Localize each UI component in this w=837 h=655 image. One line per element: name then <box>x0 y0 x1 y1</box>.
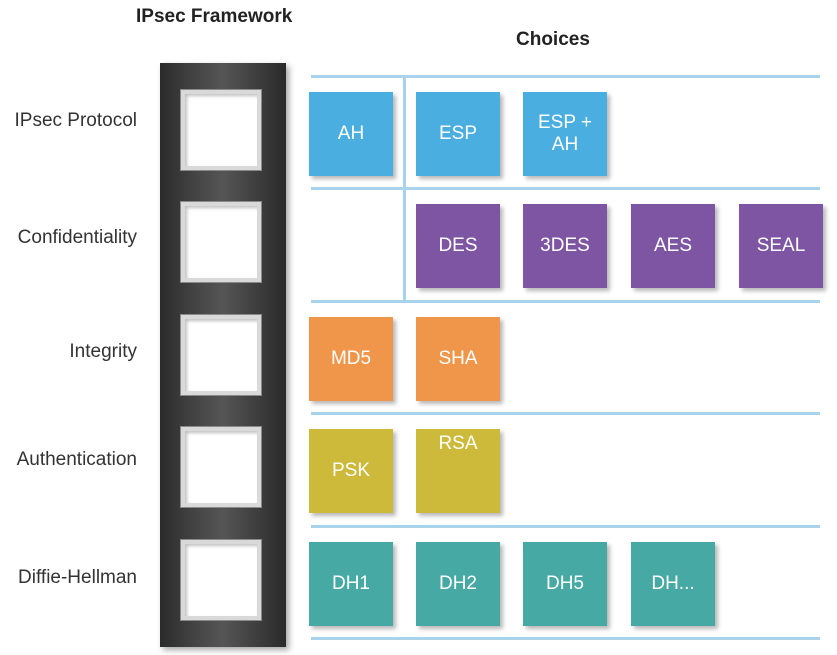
slot-confidentiality[interactable] <box>181 202 261 282</box>
choice-dh2[interactable]: DH2 <box>416 542 500 626</box>
guide-line <box>311 300 820 303</box>
choice-seal[interactable]: SEAL <box>739 204 823 288</box>
choice-ah[interactable]: AH <box>309 92 393 176</box>
choice-dh1[interactable]: DH1 <box>309 542 393 626</box>
choice-3des[interactable]: 3DES <box>523 204 607 288</box>
choice-dh5[interactable]: DH5 <box>523 542 607 626</box>
row-label-authentication: Authentication <box>16 449 137 470</box>
slot-integrity[interactable] <box>181 315 261 395</box>
choices-heading: Choices <box>516 29 590 50</box>
choice-md5[interactable]: MD5 <box>309 317 393 401</box>
guide-line <box>311 525 820 528</box>
row-label-diffie-hellman: Diffie-Hellman <box>18 567 137 588</box>
guide-line <box>311 637 820 640</box>
choice-rsa[interactable]: RSA <box>416 429 500 513</box>
slot-ipsec-protocol[interactable] <box>181 90 261 170</box>
guide-line <box>311 75 820 78</box>
row-label-integrity: Integrity <box>69 341 137 362</box>
choice-aes[interactable]: AES <box>631 204 715 288</box>
choice-esp[interactable]: ESP <box>416 92 500 176</box>
choice-des[interactable]: DES <box>416 204 500 288</box>
guide-line <box>311 412 820 415</box>
slot-authentication[interactable] <box>181 427 261 507</box>
guide-line <box>311 187 820 190</box>
framework-title: IPsec Framework <box>136 6 293 27</box>
choice-sha[interactable]: SHA <box>416 317 500 401</box>
row-label-confidentiality: Confidentiality <box>17 227 137 248</box>
choice-dh-more[interactable]: DH... <box>631 542 715 626</box>
slot-diffie-hellman[interactable] <box>181 540 261 620</box>
choice-psk[interactable]: PSK <box>309 429 393 513</box>
guide-line-vertical <box>403 76 406 302</box>
row-label-ipsec-protocol: IPsec Protocol <box>14 110 138 131</box>
choice-esp-ah[interactable]: ESP + AH <box>523 92 607 176</box>
